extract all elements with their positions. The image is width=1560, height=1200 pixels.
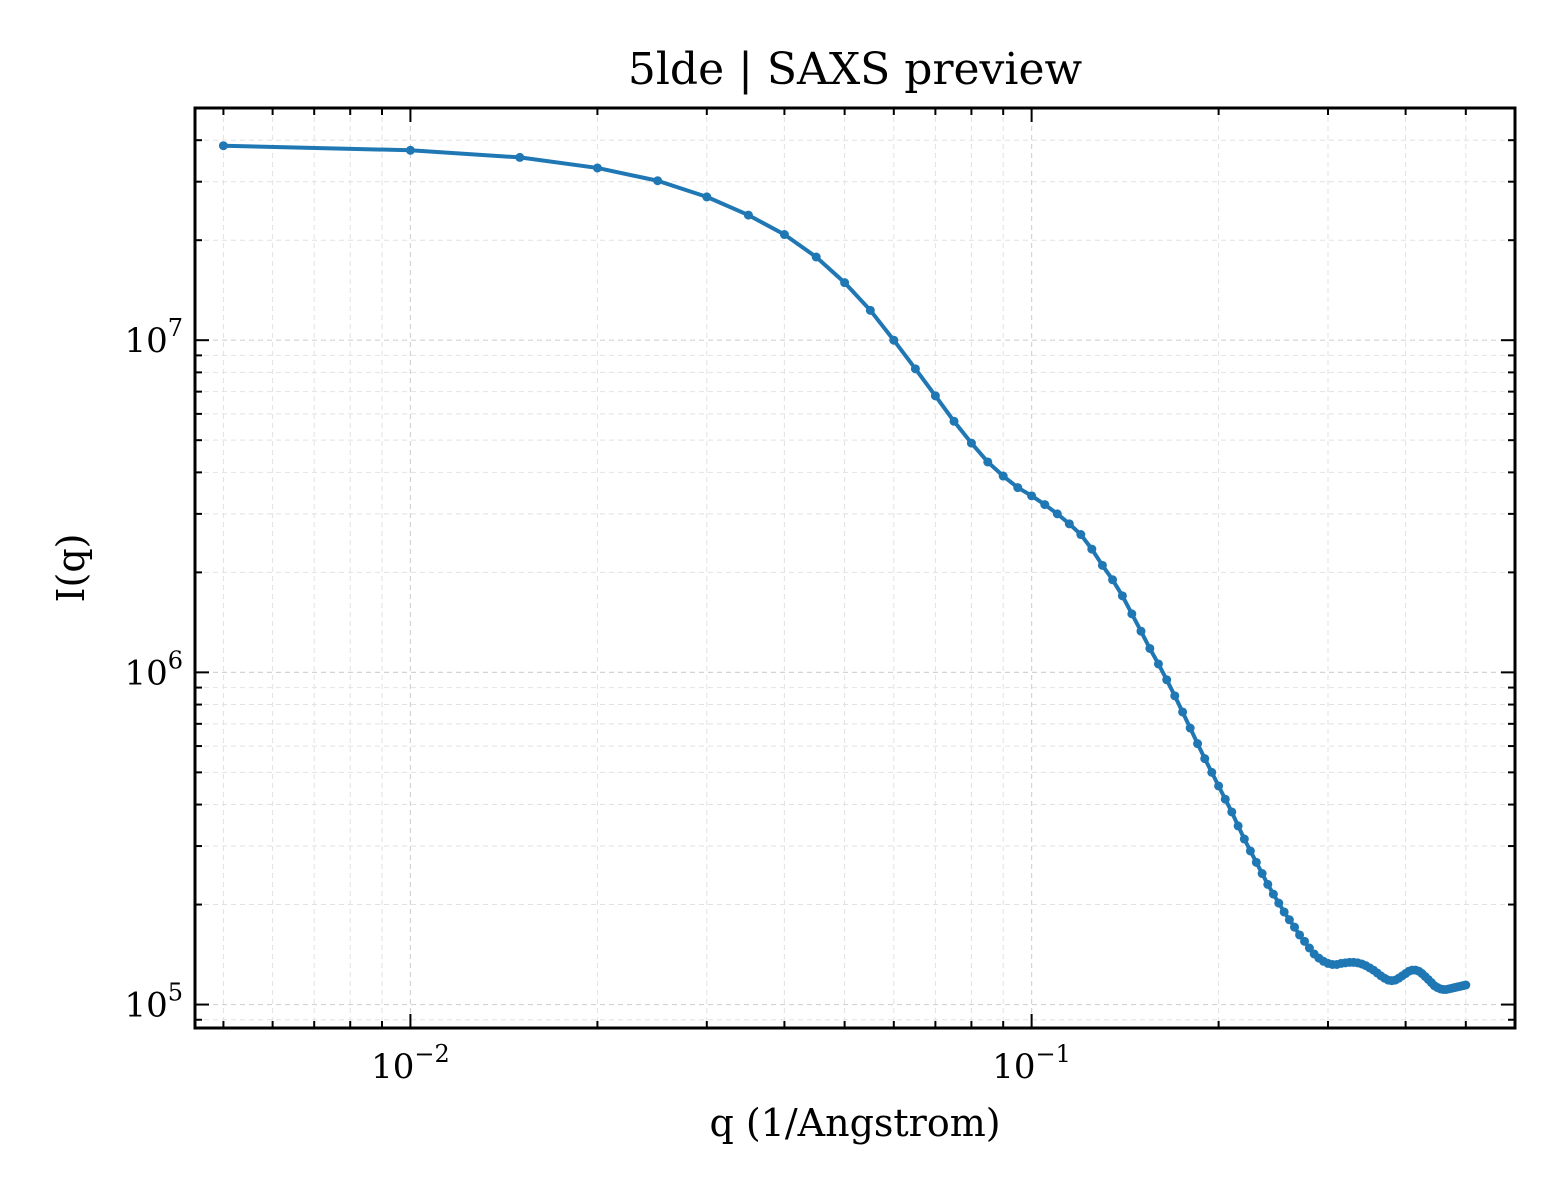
chart-title: 5lde | SAXS preview bbox=[628, 44, 1083, 95]
data-point bbox=[1117, 591, 1127, 601]
data-point bbox=[592, 163, 602, 173]
data-point bbox=[1284, 915, 1294, 925]
axis-ticks bbox=[195, 107, 1515, 1028]
data-point bbox=[1076, 530, 1086, 540]
y-tick-label: 106 bbox=[124, 646, 183, 693]
data-point bbox=[1290, 922, 1300, 932]
data-point bbox=[515, 152, 525, 162]
data-point bbox=[1087, 544, 1097, 554]
data-point bbox=[1233, 821, 1243, 831]
data-point bbox=[1040, 500, 1050, 510]
data-point bbox=[653, 176, 663, 186]
data-point bbox=[1097, 560, 1107, 570]
grid-lines bbox=[195, 107, 1515, 1028]
data-point bbox=[1200, 754, 1210, 764]
data-point bbox=[1214, 781, 1224, 791]
tick-labels: 10−2 10−1 105 106 107 bbox=[124, 314, 1070, 1087]
data-point bbox=[1013, 483, 1023, 493]
data-point bbox=[1257, 869, 1267, 879]
series-layer bbox=[218, 141, 1471, 994]
data-point bbox=[1127, 609, 1137, 619]
data-point bbox=[1279, 907, 1289, 917]
data-point bbox=[949, 416, 959, 426]
data-point bbox=[1145, 643, 1155, 653]
data-point bbox=[865, 305, 875, 315]
data-point bbox=[1227, 807, 1237, 817]
data-point bbox=[910, 364, 920, 374]
data-point bbox=[1185, 723, 1195, 733]
data-point bbox=[966, 438, 976, 448]
data-point bbox=[889, 335, 899, 345]
data-point bbox=[405, 145, 415, 155]
data-point bbox=[1251, 857, 1261, 867]
data-point bbox=[1239, 834, 1249, 844]
data-point bbox=[779, 230, 789, 240]
data-point bbox=[1263, 879, 1273, 889]
data-point bbox=[930, 391, 940, 401]
y-tick-label: 107 bbox=[124, 314, 183, 361]
data-point bbox=[1153, 659, 1163, 669]
data-point bbox=[1207, 767, 1217, 777]
data-point bbox=[998, 471, 1008, 481]
data-point bbox=[1274, 898, 1284, 908]
data-point bbox=[1064, 519, 1074, 529]
data-point bbox=[1461, 980, 1471, 990]
y-axis-label: I(q) bbox=[49, 534, 93, 603]
data-point bbox=[1220, 794, 1230, 804]
data-point bbox=[1052, 509, 1062, 519]
data-point bbox=[1178, 707, 1188, 717]
data-point bbox=[1027, 491, 1037, 501]
data-point bbox=[702, 192, 712, 202]
y-tick-label: 105 bbox=[124, 979, 183, 1026]
plot-frame bbox=[193, 106, 1517, 1030]
data-point bbox=[1162, 675, 1172, 685]
x-tick-label: 10−1 bbox=[992, 1040, 1071, 1087]
data-point bbox=[1108, 575, 1118, 585]
data-point bbox=[1268, 889, 1278, 899]
data-point bbox=[1300, 936, 1310, 946]
data-point bbox=[1193, 739, 1203, 749]
data-point bbox=[1136, 626, 1146, 636]
data-point bbox=[218, 141, 228, 151]
x-tick-label: 10−2 bbox=[371, 1040, 450, 1087]
data-point bbox=[1170, 691, 1180, 701]
data-point bbox=[840, 278, 850, 288]
x-axis-label: q (1/Angstrom) bbox=[709, 1101, 1000, 1145]
data-point bbox=[1295, 930, 1305, 940]
data-point bbox=[983, 457, 993, 467]
data-point bbox=[811, 252, 821, 262]
data-point bbox=[1245, 846, 1255, 856]
data-point bbox=[743, 210, 753, 220]
